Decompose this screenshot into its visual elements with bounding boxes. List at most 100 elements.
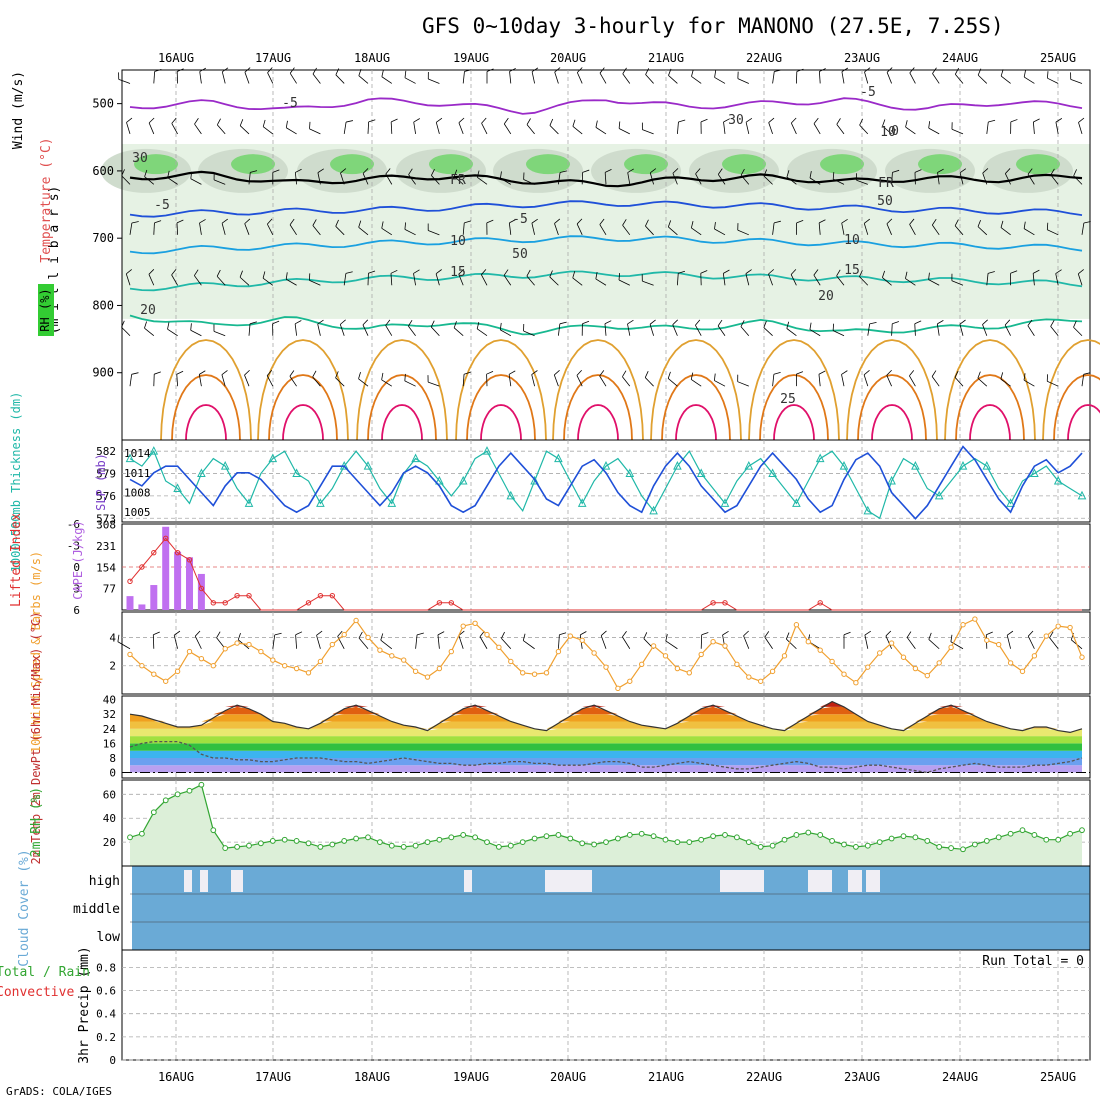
- contour-label: 30: [728, 113, 744, 128]
- wind-barb-flag: [690, 221, 694, 229]
- wind-barb: [335, 226, 345, 236]
- wind-barb: [526, 275, 535, 286]
- wind-barb-flag: [335, 371, 339, 379]
- wind-barb-flag: [977, 68, 982, 76]
- wind-barb: [1027, 636, 1035, 649]
- wind-barb: [909, 72, 916, 84]
- wind-barb: [435, 273, 440, 286]
- legend-rh-swatch: [38, 284, 54, 336]
- rh-marker: [626, 832, 633, 838]
- wind-barb-flag: [385, 319, 391, 326]
- wind-speed-marker: [710, 638, 716, 645]
- lifted-index-marker: [329, 592, 335, 599]
- contour-label: 0: [891, 124, 899, 139]
- pressure-tick-label: 600: [92, 164, 114, 178]
- rh-marker: [864, 842, 871, 849]
- wind-barb: [173, 635, 178, 649]
- wind-barb-flag: [1023, 70, 1026, 78]
- wind-speed-marker: [972, 616, 978, 622]
- wind-barb-flag: [289, 67, 295, 74]
- rh-marker: [507, 842, 514, 849]
- date-label-top: 24AUG: [942, 51, 978, 65]
- wind-barb-flag: [892, 321, 900, 325]
- wind-barb: [523, 179, 535, 185]
- wind-barb-flag: [1006, 630, 1014, 636]
- wind-barb-flag: [486, 371, 494, 375]
- rh-shade-green: [526, 154, 570, 175]
- wind-barb: [604, 172, 607, 185]
- warm-isotherm: [185, 404, 227, 441]
- wind-barb-flag: [554, 218, 561, 224]
- wind-barb: [928, 127, 940, 135]
- wind-barb-flag: [714, 373, 716, 381]
- wind-barb: [194, 123, 202, 135]
- wind-barb: [317, 323, 321, 336]
- rh-marker: [293, 838, 300, 844]
- wind-barb: [481, 123, 488, 135]
- wind-barb: [622, 636, 631, 649]
- wind-speed-marker: [270, 657, 276, 663]
- wind-barb-flag: [959, 319, 966, 325]
- warm-isotherm: [969, 404, 1011, 441]
- contour-label: 50: [877, 194, 893, 209]
- li-tick-label: 0: [73, 561, 80, 574]
- wind-barb-flag: [312, 370, 317, 378]
- lifted-index-marker: [722, 600, 728, 606]
- wind-barb: [343, 121, 347, 134]
- wind-barb-flag: [595, 271, 598, 279]
- wind-barb: [125, 273, 131, 286]
- wind-barb-flag: [199, 370, 206, 375]
- wind-barb: [431, 175, 440, 185]
- date-label-top: 19AUG: [453, 51, 489, 65]
- wind-barb-flag: [627, 319, 634, 325]
- rh-marker: [674, 839, 681, 846]
- wind-barb-flag: [796, 220, 804, 224]
- wind-barb: [768, 122, 773, 135]
- temp-tick-label: 32: [103, 708, 116, 721]
- wind-barb-flag: [272, 169, 280, 173]
- wind-barb-flag: [216, 631, 221, 638]
- wind-barb: [882, 125, 892, 135]
- wind-barb-flag: [665, 634, 668, 642]
- wind-barb-flag: [244, 67, 251, 73]
- wind-barb-flag: [368, 270, 376, 274]
- wind-barb: [217, 124, 226, 135]
- rh-marker: [353, 835, 360, 842]
- wind-barb: [886, 223, 892, 235]
- wind-barb: [462, 71, 465, 84]
- wind-speed-marker: [496, 644, 502, 651]
- wind-barb-flag: [1005, 168, 1011, 174]
- rh-marker: [912, 834, 919, 841]
- wind-barb-flag: [1055, 118, 1063, 123]
- wind-barb: [745, 122, 750, 134]
- date-label-bottom: 23AUG: [844, 1070, 880, 1084]
- wind-barb: [531, 374, 535, 387]
- wind-barb: [856, 179, 868, 185]
- wind-barb-flag: [768, 269, 775, 275]
- wind-barb-flag: [954, 219, 959, 226]
- wind-barb-flag: [1055, 269, 1062, 274]
- wind-barb: [618, 279, 630, 286]
- wind-barb: [691, 76, 702, 84]
- contour-label: -5: [154, 198, 170, 213]
- wind-barb-flag: [796, 371, 804, 375]
- wind-barb-flag: [121, 169, 125, 176]
- contour-label: 20: [818, 289, 834, 304]
- thickness-marker: [173, 483, 182, 492]
- wind-barb: [599, 224, 607, 236]
- wind-barb: [1073, 175, 1083, 185]
- wind-barb-flag: [691, 69, 694, 77]
- wind-speed-marker: [472, 620, 478, 627]
- wind-barb: [722, 273, 726, 286]
- wind-barb-flag: [859, 118, 864, 126]
- wind-barb: [1023, 379, 1035, 387]
- wind-barb-flag: [368, 119, 376, 123]
- wind-barb: [818, 222, 821, 235]
- lifted-index-marker: [151, 549, 157, 556]
- wind-barb-flag: [700, 270, 708, 274]
- wind-barb: [740, 174, 750, 185]
- rh-marker: [948, 845, 954, 851]
- wind-barb-flag: [882, 270, 886, 278]
- wind-barb-flag: [463, 371, 471, 375]
- wind-barb: [221, 223, 226, 235]
